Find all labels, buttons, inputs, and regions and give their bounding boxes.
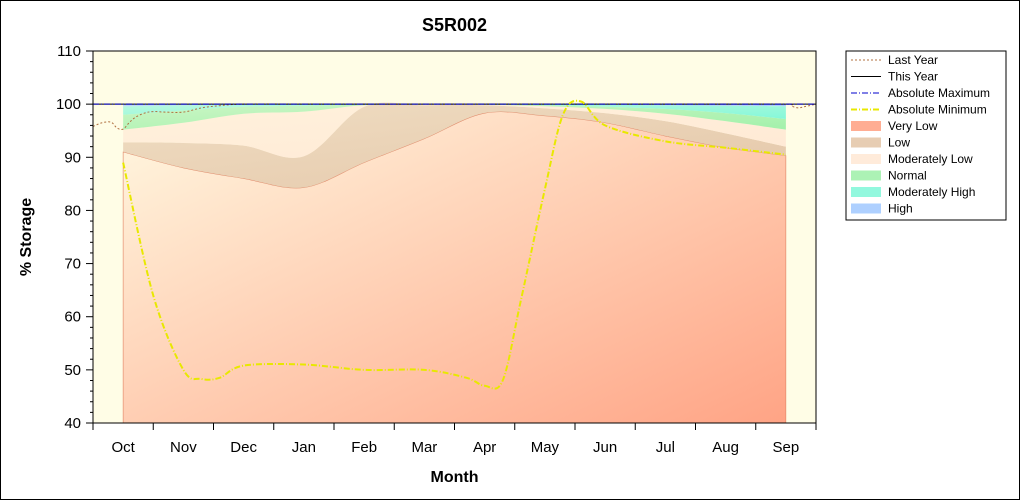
series-lines <box>92 99 817 390</box>
x-tick-label: Jul <box>656 439 675 456</box>
legend-swatch-fill <box>851 203 881 214</box>
y-tick-label: 50 <box>64 362 81 379</box>
legend-label: High <box>888 202 913 216</box>
y-tick-label: 100 <box>56 96 81 113</box>
band-moderately-low <box>123 102 786 158</box>
x-tick-label: Apr <box>473 439 496 456</box>
y-tick-label: 80 <box>64 202 81 219</box>
legend-label: Low <box>888 136 910 150</box>
x-tick-label: Jan <box>292 439 316 456</box>
x-tick-label: Dec <box>230 439 257 456</box>
band-high <box>123 104 786 107</box>
x-tick-label: Jun <box>593 439 617 456</box>
band-moderately-high <box>123 104 786 120</box>
y-tick-label: 60 <box>64 309 81 326</box>
legend-label: Very Low <box>888 119 938 133</box>
y-tick-label: 90 <box>64 149 81 166</box>
x-tick-label: Feb <box>351 439 377 456</box>
x-axis-title: Month <box>431 469 479 486</box>
x-tick-label: Sep <box>773 439 800 456</box>
legend-label: Moderately High <box>888 185 975 199</box>
x-tick-label: Nov <box>170 439 197 456</box>
y-tick-label: 40 <box>64 415 81 432</box>
x-tick-label: Aug <box>712 439 739 456</box>
legend-label: Normal <box>888 169 927 183</box>
legend-swatch-fill <box>851 121 881 131</box>
y-tick-label: 70 <box>64 256 81 273</box>
legend-swatch-fill <box>851 137 881 148</box>
legend-label: Moderately Low <box>888 152 973 166</box>
legend-label: Absolute Minimum <box>888 103 987 117</box>
axes: 40 50 60 70 80 90 100 110 Oct Nov Dec Jan Feb Mar Apr M… <box>56 43 817 456</box>
legend-swatch-fill <box>851 154 881 164</box>
band-normal <box>123 104 786 130</box>
x-tick-label: Mar <box>411 439 437 456</box>
series-absolute-minimum <box>122 99 786 390</box>
legend-label: This Year <box>888 70 938 84</box>
y-axis-title: % Storage <box>18 198 35 276</box>
x-tick-label: Oct <box>111 439 135 456</box>
storage-bands <box>122 102 787 424</box>
legend-label: Absolute Maximum <box>888 86 990 100</box>
legend-swatch-fill <box>851 170 881 181</box>
legend-swatch-fill <box>851 187 881 197</box>
legend: Last Year This Year Absolute Maximum Absolu… <box>845 50 1007 221</box>
y-tick-label: 110 <box>57 43 81 60</box>
legend-label: Last Year <box>888 53 938 67</box>
x-tick-label: May <box>531 439 560 456</box>
chart-title: S5R002 <box>422 15 487 35</box>
band-low <box>123 102 786 189</box>
